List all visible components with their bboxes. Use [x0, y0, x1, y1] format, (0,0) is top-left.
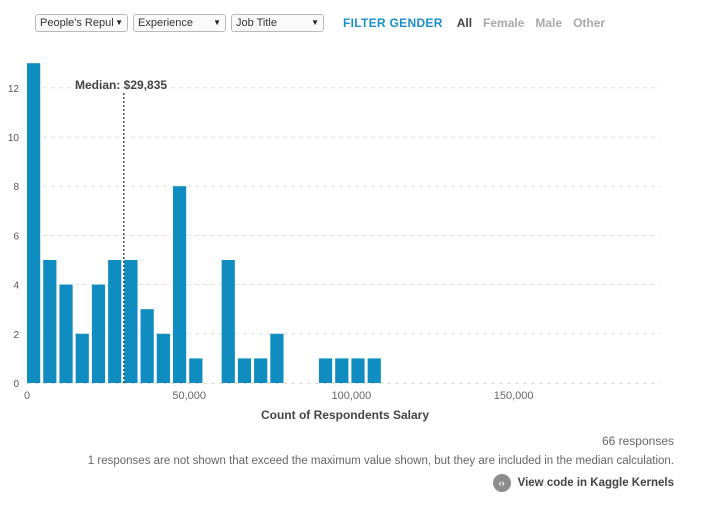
- histogram-bar[interactable]: [335, 358, 349, 383]
- x-tick-label: 0: [24, 390, 30, 402]
- salary-histogram: 0 2 4 6 8 10 12 0 50,000 100,000 150,000 Median: …: [8, 63, 660, 422]
- gender-filter: FILTER GENDER All Female Male Other: [343, 16, 616, 30]
- chevron-down-icon: ▼: [311, 18, 319, 27]
- gender-option-all[interactable]: All: [456, 16, 473, 30]
- gender-option-other[interactable]: Other: [573, 16, 606, 30]
- y-tick-label: 10: [8, 133, 20, 144]
- x-tick-label: 50,000: [172, 390, 206, 402]
- country-select[interactable]: People's Repul ▼: [35, 14, 128, 32]
- histogram-bar[interactable]: [140, 309, 154, 383]
- y-tick-label: 0: [13, 379, 19, 390]
- experience-select[interactable]: Experience ▼: [133, 14, 226, 32]
- histogram-bar[interactable]: [254, 358, 268, 383]
- y-tick-label: 8: [13, 182, 19, 193]
- histogram-bar[interactable]: [367, 358, 381, 383]
- hidden-responses-note: 1 responses are not shown that exceed th…: [87, 455, 674, 467]
- histogram-bar[interactable]: [351, 358, 365, 383]
- gridlines: [27, 87, 660, 384]
- x-tick-label: 100,000: [332, 390, 372, 402]
- histogram-bar[interactable]: [91, 284, 106, 383]
- histogram-bar[interactable]: [27, 63, 41, 383]
- median-label: Median: $29,835: [75, 78, 167, 92]
- histogram-bar[interactable]: [108, 260, 122, 383]
- responses-count: 66 responses: [601, 434, 674, 448]
- job-title-select[interactable]: Job Title ▼: [231, 14, 324, 32]
- x-tick-label: 150,000: [494, 390, 534, 402]
- gender-filter-title: FILTER GENDER: [343, 16, 443, 30]
- x-axis-label: Count of Respondents Salary: [261, 408, 429, 422]
- y-tick-label: 6: [13, 231, 19, 242]
- histogram-bar[interactable]: [189, 358, 203, 383]
- gender-option-male[interactable]: Male: [535, 16, 563, 30]
- y-tick-label: 2: [13, 330, 19, 341]
- gender-option-female[interactable]: Female: [483, 16, 525, 30]
- kaggle-link[interactable]: ‹› View code in Kaggle Kernels: [492, 474, 674, 492]
- histogram-bar[interactable]: [172, 186, 187, 383]
- bars: [27, 63, 381, 383]
- experience-select-value: Experience: [138, 17, 194, 29]
- histogram-bar[interactable]: [318, 358, 333, 383]
- chevron-down-icon: ▼: [213, 18, 221, 27]
- job-title-select-value: Job Title: [236, 17, 277, 29]
- code-icon: ‹›: [492, 474, 511, 492]
- histogram-bar[interactable]: [59, 284, 73, 383]
- y-tick-label: 12: [8, 84, 20, 95]
- histogram-bar[interactable]: [75, 333, 89, 383]
- y-tick-label: 4: [13, 281, 19, 292]
- histogram-bar[interactable]: [237, 358, 252, 383]
- histogram-bar[interactable]: [124, 260, 138, 383]
- histogram-bar[interactable]: [221, 260, 235, 383]
- histogram-bar[interactable]: [156, 333, 170, 383]
- filter-bar: People's Repul ▼ Experience ▼ Job Title …: [35, 12, 616, 34]
- kaggle-link-label: View code in Kaggle Kernels: [517, 477, 674, 489]
- histogram-bar[interactable]: [270, 333, 284, 383]
- y-axis-ticks: 0 2 4 6 8 10 12: [8, 84, 20, 390]
- histogram-bar[interactable]: [43, 260, 57, 383]
- country-select-value: People's Repul: [40, 17, 114, 29]
- chevron-down-icon: ▼: [115, 18, 123, 27]
- x-axis-ticks: 0 50,000 100,000 150,000: [24, 390, 534, 402]
